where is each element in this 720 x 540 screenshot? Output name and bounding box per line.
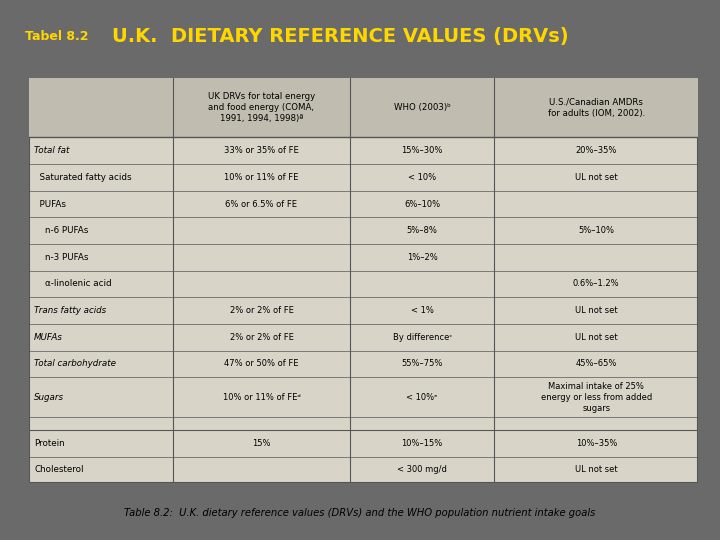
Text: < 10%ᵉ: < 10%ᵉ — [406, 393, 438, 402]
Text: MUFAs: MUFAs — [34, 333, 63, 342]
Text: 10% or 11% of FE: 10% or 11% of FE — [225, 173, 299, 182]
Text: 10%–35%: 10%–35% — [575, 439, 617, 448]
Text: 15%: 15% — [252, 439, 271, 448]
Text: Total fat: Total fat — [34, 146, 70, 156]
Text: PUFAs: PUFAs — [34, 200, 66, 208]
Text: Protein: Protein — [34, 439, 65, 448]
Text: 55%–75%: 55%–75% — [402, 360, 443, 368]
Text: 6% or 6.5% of FE: 6% or 6.5% of FE — [225, 200, 297, 208]
Text: WHO (2003)ᵇ: WHO (2003)ᵇ — [394, 103, 451, 112]
Text: α-linolenic acid: α-linolenic acid — [34, 280, 112, 288]
Text: 47% or 50% of FE: 47% or 50% of FE — [224, 360, 299, 368]
Text: Table 8.2:  U.K. dietary reference values (DRVs) and the WHO population nutrient: Table 8.2: U.K. dietary reference values… — [125, 508, 595, 518]
Text: 5%–8%: 5%–8% — [407, 226, 438, 235]
Text: 10% or 11% of FEᵈ: 10% or 11% of FEᵈ — [222, 393, 300, 402]
Text: Saturated fatty acids: Saturated fatty acids — [34, 173, 132, 182]
Text: Maximal intake of 25%
energy or less from added
sugars: Maximal intake of 25% energy or less fro… — [541, 382, 652, 413]
Text: UK DRVs for total energy
and food energy (COMA,
1991, 1994, 1998)ª: UK DRVs for total energy and food energy… — [208, 92, 315, 124]
Text: UL not set: UL not set — [575, 465, 618, 475]
Text: By differenceᶜ: By differenceᶜ — [392, 333, 452, 342]
Text: < 300 mg/d: < 300 mg/d — [397, 465, 447, 475]
Text: 15%–30%: 15%–30% — [402, 146, 443, 156]
Text: 6%–10%: 6%–10% — [404, 200, 440, 208]
Text: 1%–2%: 1%–2% — [407, 253, 438, 262]
Text: 20%–35%: 20%–35% — [575, 146, 617, 156]
Text: Sugars: Sugars — [34, 393, 64, 402]
Text: 2% or 2% of FE: 2% or 2% of FE — [230, 333, 294, 342]
Text: 45%–65%: 45%–65% — [575, 360, 617, 368]
Text: Total carbohydrate: Total carbohydrate — [34, 360, 116, 368]
Text: UL not set: UL not set — [575, 173, 618, 182]
Text: Cholesterol: Cholesterol — [34, 465, 84, 475]
Text: UL not set: UL not set — [575, 306, 618, 315]
Text: n-6 PUFAs: n-6 PUFAs — [34, 226, 89, 235]
Text: 10%–15%: 10%–15% — [402, 439, 443, 448]
Text: U.K.  DIETARY REFERENCE VALUES (DRVs): U.K. DIETARY REFERENCE VALUES (DRVs) — [112, 27, 568, 46]
Text: 0.6%–1.2%: 0.6%–1.2% — [573, 280, 620, 288]
Text: 5%–10%: 5%–10% — [578, 226, 614, 235]
Text: Trans fatty acids: Trans fatty acids — [34, 306, 107, 315]
Text: Tabel 8.2: Tabel 8.2 — [25, 30, 89, 43]
Text: 33% or 35% of FE: 33% or 35% of FE — [224, 146, 299, 156]
Text: < 1%: < 1% — [410, 306, 433, 315]
Text: U.S./Canadian AMDRs
for adults (IOM, 2002).: U.S./Canadian AMDRs for adults (IOM, 200… — [548, 98, 645, 118]
Text: 2% or 2% of FE: 2% or 2% of FE — [230, 306, 294, 315]
Bar — [29, 78, 698, 138]
Text: < 10%: < 10% — [408, 173, 436, 182]
Text: UL not set: UL not set — [575, 333, 618, 342]
Text: n-3 PUFAs: n-3 PUFAs — [34, 253, 89, 262]
